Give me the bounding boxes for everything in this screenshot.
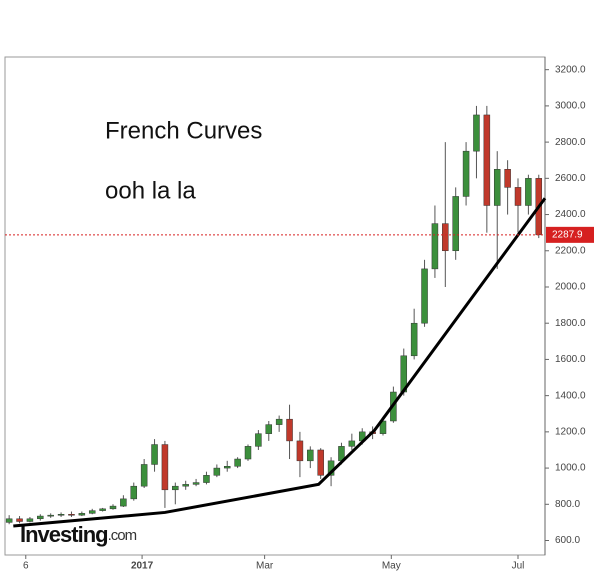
candle-body bbox=[348, 440, 356, 447]
candle-body bbox=[525, 178, 532, 206]
candle-body bbox=[151, 444, 158, 465]
candle-body bbox=[286, 418, 293, 442]
candle-body bbox=[78, 513, 86, 516]
candle-body bbox=[504, 169, 511, 188]
candle-body bbox=[26, 518, 34, 522]
logo-name: Investing bbox=[20, 522, 108, 547]
x-tick-label: May bbox=[382, 561, 401, 572]
x-tick-label: 2017 bbox=[131, 561, 154, 572]
y-tick-label: 1000.0 bbox=[555, 463, 586, 474]
y-tick-label: 2600.0 bbox=[555, 173, 586, 184]
y-tick-label: 3000.0 bbox=[555, 101, 586, 112]
y-tick-label: 1800.0 bbox=[555, 318, 586, 329]
last-price-box bbox=[546, 226, 594, 243]
candle-body bbox=[421, 268, 428, 324]
y-tick-label: 1400.0 bbox=[555, 390, 586, 401]
candle-body bbox=[161, 444, 169, 491]
candle-body bbox=[57, 514, 65, 516]
candle-body bbox=[265, 424, 273, 434]
candle-body bbox=[203, 475, 210, 483]
y-tick-label: 2000.0 bbox=[555, 282, 586, 293]
candle-body bbox=[483, 114, 491, 206]
candle-body bbox=[213, 467, 221, 476]
x-tick-label: Jul bbox=[512, 561, 525, 572]
x-tick-label: 6 bbox=[23, 561, 29, 572]
candle-body bbox=[5, 518, 13, 523]
candle-body bbox=[99, 508, 106, 511]
last-price-label: 2287.9 bbox=[552, 229, 583, 240]
candle-body bbox=[234, 458, 241, 467]
candle-body bbox=[192, 482, 200, 485]
candle-body bbox=[109, 505, 117, 510]
candle-body bbox=[307, 449, 314, 462]
candle-body bbox=[140, 464, 148, 487]
x-tick-label: Mar bbox=[256, 561, 274, 572]
candle-body bbox=[172, 485, 179, 491]
candle-body bbox=[462, 150, 470, 197]
y-tick-label: 3200.0 bbox=[555, 64, 586, 75]
y-tick-label: 2800.0 bbox=[555, 137, 586, 148]
candle-body bbox=[452, 196, 459, 252]
y-tick-label: 600.0 bbox=[555, 535, 580, 546]
annotation-title: French Curves bbox=[105, 117, 262, 144]
candle-body bbox=[255, 433, 262, 447]
trend-line bbox=[13, 197, 547, 528]
y-tick-label: 2400.0 bbox=[555, 209, 586, 220]
candle-body bbox=[120, 498, 127, 507]
candle-body bbox=[182, 484, 189, 487]
candle-body bbox=[317, 449, 324, 476]
y-tick-label: 2200.0 bbox=[555, 245, 586, 256]
candle-body bbox=[223, 466, 231, 469]
y-tick-label: 800.0 bbox=[555, 499, 580, 510]
candle-body bbox=[16, 518, 23, 522]
candle-body bbox=[473, 114, 480, 152]
candle-body bbox=[37, 515, 44, 520]
candle-body bbox=[431, 223, 439, 270]
logo: Investing.com bbox=[20, 522, 137, 547]
candle-body bbox=[410, 322, 418, 357]
annotation-subtitle: ooh la la bbox=[105, 177, 196, 204]
y-tick-label: 1600.0 bbox=[555, 354, 586, 365]
candle-body bbox=[130, 485, 138, 500]
candle-body bbox=[275, 418, 283, 425]
candle-body bbox=[68, 514, 75, 516]
candle-body bbox=[442, 223, 449, 252]
candle-body bbox=[296, 440, 304, 462]
y-tick-label: 1200.0 bbox=[555, 426, 586, 437]
candle-body bbox=[47, 514, 54, 517]
candle-body bbox=[88, 510, 96, 514]
candle-body bbox=[514, 187, 522, 206]
logo-suffix: .com bbox=[108, 527, 137, 544]
candle-body bbox=[244, 446, 252, 460]
candle-body bbox=[493, 169, 501, 206]
